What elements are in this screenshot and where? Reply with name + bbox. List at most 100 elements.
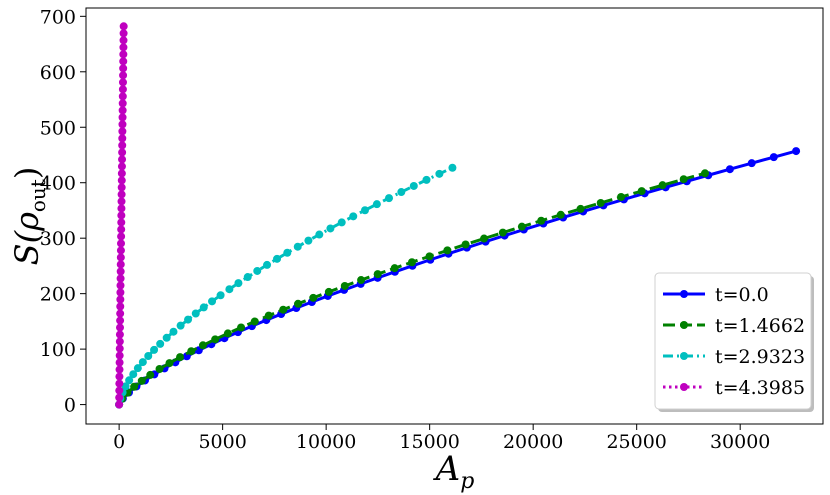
- legend-marker: [680, 290, 688, 298]
- data-point: [117, 190, 126, 199]
- data-point: [184, 315, 193, 324]
- legend: t=0.0 t=1.4662 t=2.9323 t=4.3985: [654, 272, 814, 412]
- data-point: [116, 260, 125, 269]
- data-point: [144, 352, 153, 360]
- data-point: [407, 258, 416, 267]
- data-point: [116, 253, 125, 262]
- legend-marker: [680, 383, 688, 391]
- data-point: [117, 183, 126, 192]
- data-point: [133, 364, 142, 373]
- data-point: [304, 236, 313, 245]
- data-point: [116, 316, 125, 325]
- y-tick-label: 300: [40, 228, 76, 250]
- data-point: [115, 400, 124, 409]
- data-point: [118, 85, 127, 94]
- data-point: [792, 147, 801, 156]
- y-tick-label: 500: [40, 117, 76, 139]
- data-point: [517, 222, 526, 231]
- data-point: [747, 159, 756, 168]
- data-point: [119, 43, 128, 52]
- data-point: [309, 293, 318, 302]
- data-point: [725, 165, 734, 174]
- data-point: [294, 299, 303, 308]
- legend-marker: [680, 352, 688, 360]
- data-point: [349, 212, 358, 221]
- y-tick-label: 0: [64, 395, 76, 417]
- legend-label: t=4.3985: [715, 377, 805, 399]
- data-point: [118, 120, 127, 129]
- data-point: [117, 239, 126, 248]
- y-tick-label: 200: [40, 284, 76, 306]
- data-point: [769, 153, 778, 162]
- legend-marker: [680, 321, 688, 329]
- data-point: [701, 169, 709, 178]
- data-point: [617, 193, 626, 202]
- data-point: [115, 372, 124, 381]
- data-point: [119, 29, 128, 38]
- data-point: [119, 22, 128, 31]
- x-tick-label: 30000: [710, 431, 770, 453]
- data-point: [537, 216, 546, 225]
- series-3: [115, 22, 128, 409]
- data-point: [293, 242, 302, 251]
- series-layer: [115, 22, 801, 409]
- data-point: [115, 351, 124, 360]
- data-point: [116, 309, 125, 318]
- data-point: [150, 345, 159, 354]
- x-tick-label: 0: [113, 431, 125, 453]
- data-point: [176, 321, 185, 330]
- x-axis-title: Ap: [433, 449, 475, 494]
- data-point: [115, 379, 124, 388]
- data-point: [129, 370, 138, 379]
- data-point: [191, 309, 200, 318]
- legend-label: t=1.4662: [715, 315, 805, 337]
- data-point: [360, 206, 369, 215]
- data-point: [116, 323, 125, 332]
- data-point: [253, 266, 262, 275]
- data-point: [357, 276, 366, 285]
- data-point: [119, 64, 128, 73]
- data-point: [326, 224, 335, 233]
- data-point: [199, 303, 208, 312]
- data-point: [116, 281, 125, 290]
- data-point: [162, 333, 171, 342]
- data-point: [117, 169, 126, 178]
- data-point: [498, 228, 507, 237]
- data-point: [119, 71, 128, 80]
- data-point: [118, 127, 127, 136]
- data-point: [397, 188, 406, 197]
- data-point: [372, 200, 381, 209]
- data-point: [125, 376, 134, 385]
- legend-label: t=2.9323: [715, 346, 805, 368]
- data-point: [138, 358, 147, 367]
- data-point: [443, 246, 452, 255]
- x-axis: 0 5000 10000 15000 20000 25000 30000: [113, 424, 770, 453]
- y-axis: 0 100 200 300 400 500 600 700: [40, 6, 86, 417]
- data-point: [263, 260, 272, 269]
- data-point: [208, 297, 217, 306]
- data-point: [315, 230, 324, 239]
- data-point: [576, 204, 585, 213]
- data-point: [119, 57, 128, 66]
- data-point: [385, 194, 394, 203]
- data-point: [225, 285, 234, 294]
- legend-label: t=0.0: [715, 284, 769, 306]
- data-point: [165, 359, 174, 368]
- data-point: [117, 232, 126, 241]
- data-point: [116, 274, 125, 283]
- data-point: [117, 218, 126, 227]
- data-point: [115, 365, 124, 374]
- y-tick-label: 100: [40, 339, 76, 361]
- data-point: [556, 210, 565, 219]
- data-point: [234, 279, 243, 288]
- data-point: [117, 204, 126, 213]
- data-point: [115, 344, 124, 353]
- data-point: [117, 176, 126, 185]
- data-point: [283, 248, 292, 257]
- data-point: [118, 78, 127, 87]
- data-point: [119, 36, 128, 45]
- y-axis-title: S(ρout): [8, 167, 50, 266]
- data-point: [187, 347, 196, 356]
- data-point: [118, 113, 127, 122]
